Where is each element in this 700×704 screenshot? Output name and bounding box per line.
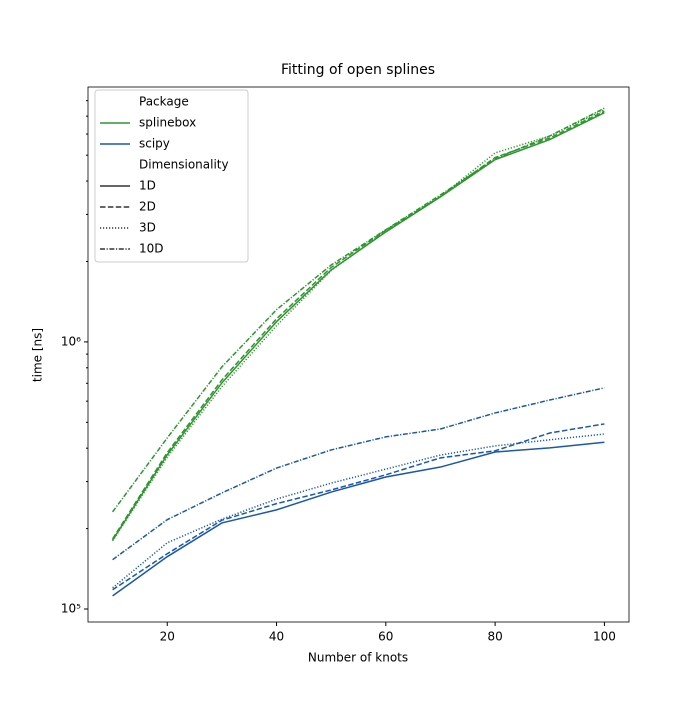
data-line <box>112 387 605 561</box>
legend-label: 3D <box>139 221 156 235</box>
legend-label: 10D <box>139 242 164 256</box>
chart-title: Fitting of open splines <box>281 62 435 78</box>
legend-label: 1D <box>139 179 156 193</box>
legend-label: splinebox <box>139 116 196 130</box>
legend-title: Dimensionality <box>139 158 229 172</box>
x-tick-label: 60 <box>378 630 393 644</box>
x-tick-label: 20 <box>160 630 175 644</box>
data-line <box>111 109 605 542</box>
data-line <box>111 107 605 513</box>
x-tick-label: 80 <box>487 630 502 644</box>
data-line <box>111 110 605 540</box>
data-line <box>112 433 605 589</box>
data-line <box>112 423 605 591</box>
y-tick-label: 10⁵ <box>61 602 81 616</box>
legend-title: Package <box>139 95 189 109</box>
axes-frame <box>87 86 630 623</box>
x-tick-label: 100 <box>593 630 616 644</box>
legend-box <box>94 89 249 263</box>
y-axis-label: time [ns] <box>31 328 45 382</box>
legend-label: scipy <box>139 137 170 151</box>
y-tick-label: 10⁶ <box>61 334 81 348</box>
legend-label: 2D <box>139 200 156 214</box>
x-tick-label: 40 <box>269 630 284 644</box>
data-line <box>111 112 605 541</box>
x-axis-label: Number of knots <box>308 651 408 665</box>
data-line <box>112 441 605 597</box>
